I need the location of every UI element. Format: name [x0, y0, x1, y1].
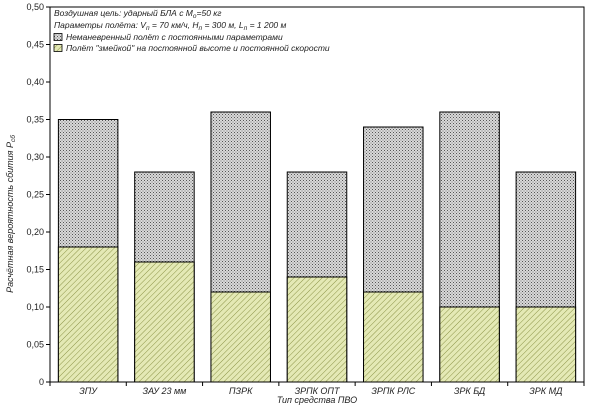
annotation-line-1: Воздушная цель: ударный БЛА с Mо=50 кг	[54, 8, 222, 20]
x-tick-label: ПЗРК	[229, 386, 253, 396]
y-tick-label: 0,20	[26, 227, 44, 237]
y-tick-label: 0,10	[26, 302, 44, 312]
y-axis-ticks: 0 0,05 0,10 0,15 0,20 0,25 0,30 0,35 0,40 0,45 0,5…	[26, 2, 50, 387]
annotation-segment: = 1 200 м	[247, 20, 286, 30]
y-tick-label: 0,45	[26, 40, 44, 50]
y-tick-label: 0	[39, 377, 44, 387]
annotation-subscript: п	[146, 25, 150, 32]
y-tick-label: 0,40	[26, 77, 44, 87]
y-tick-label: 0,15	[26, 265, 44, 275]
bar-series-2	[210, 291, 271, 383]
y-tick-label: 0,35	[26, 115, 44, 125]
x-tick-label: ЗРК МД	[529, 386, 563, 396]
x-tick-label: ЗРК БД	[454, 386, 486, 396]
bar-series-2	[286, 276, 348, 383]
bar-series-2	[134, 261, 195, 383]
x-axis-ticks: ЗПУ ЗАУ 23 мм ПЗРК ЗРПК ОПТ ЗРПК РЛС ЗРК БД ЗР…	[49, 382, 585, 396]
bar-series-2	[363, 291, 424, 383]
x-axis-title: Тип средства ПВО	[277, 395, 357, 405]
annotation-segment: Параметры полёта: V	[54, 20, 147, 30]
legend-swatch-series-1	[53, 33, 63, 41]
x-tick-label: ЗАУ 23 мм	[143, 386, 187, 396]
annotation-box: Воздушная цель: ударный БЛА с Mо=50 кг П…	[54, 8, 287, 32]
y-tick-label: 0,25	[26, 190, 44, 200]
x-tick-label: ЗРПК РЛС	[371, 386, 415, 396]
annotation-subscript: п	[199, 25, 203, 32]
x-tick-label: ЗПУ	[79, 386, 98, 396]
legend-label-series-2: Полёт "змейкой" на постоянной высоте и п…	[66, 43, 330, 53]
bar-series-2	[439, 306, 500, 383]
bar-series-2	[515, 306, 577, 383]
y-axis-title: Расчётная вероятность сбития Pсб	[5, 135, 17, 293]
legend-label-series-1: Неманевренный полёт с постоянными параме…	[66, 32, 283, 42]
annotation-segment: = 300 м, L	[202, 20, 244, 30]
y-tick-label: 0,50	[26, 2, 44, 12]
y-tick-label: 0,05	[26, 340, 44, 350]
legend: Неманевренный полёт с постоянными параме…	[53, 32, 330, 53]
x-tick-label: ЗРПК ОПТ	[295, 386, 341, 396]
y-tick-label: 0,30	[26, 152, 44, 162]
legend-swatch-series-2	[53, 44, 63, 52]
series-2-bars	[57, 246, 577, 383]
annotation-subscript: п	[244, 25, 248, 32]
bar-series-2	[57, 246, 119, 383]
annotation-segment: = 70 км/ч, H	[150, 20, 200, 30]
annotation-line-2: Параметры полёта: Vп = 70 км/ч, Hп = 300…	[54, 20, 287, 32]
